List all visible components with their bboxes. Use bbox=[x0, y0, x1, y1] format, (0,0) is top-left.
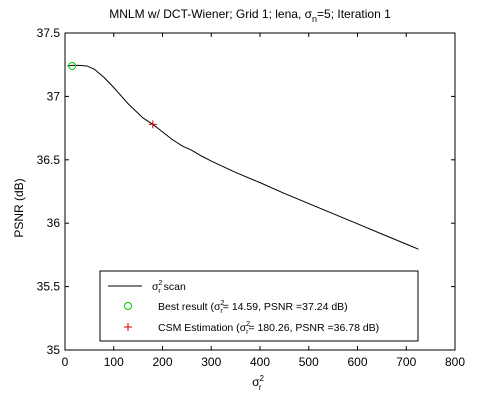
y-tick-label: 36 bbox=[47, 216, 61, 230]
x-tick-label: 0 bbox=[62, 355, 69, 369]
y-axis-ticks: 35 35.5 36 36.5 37 37.5 bbox=[37, 26, 455, 357]
x-axis-ticks: 0 100 200 300 400 500 600 700 800 bbox=[62, 33, 465, 369]
series-line-sigma-scan bbox=[67, 64, 419, 250]
legend-csm-post: = 180.26, PSNR =36.78 dB) bbox=[248, 322, 379, 334]
y-axis-title: PSNR (dB) bbox=[12, 178, 26, 237]
y-tick-label: 37 bbox=[47, 89, 61, 103]
x-tick-label: 100 bbox=[104, 355, 124, 369]
x-tick-label: 600 bbox=[347, 355, 367, 369]
legend-csm-base: σ bbox=[240, 322, 247, 334]
legend-best-marker bbox=[124, 302, 132, 310]
legend-series-label-sub: r bbox=[158, 288, 161, 295]
legend-best-pre: Best result ( bbox=[158, 301, 215, 313]
legend-series-label-sup: 2 bbox=[158, 280, 162, 287]
legend-csm-sup: 2 bbox=[246, 321, 250, 328]
legend-csm-pre: CSM Estimation ( bbox=[158, 322, 240, 334]
x-tick-label: 200 bbox=[152, 355, 172, 369]
legend-csm-marker bbox=[124, 323, 132, 331]
chart-title-sub: n bbox=[312, 14, 317, 24]
marker-layer bbox=[68, 61, 157, 129]
x-tick-label: 700 bbox=[396, 355, 416, 369]
legend-best-sup: 2 bbox=[221, 300, 225, 307]
chart-title-suffix: =5; Iteration 1 bbox=[317, 7, 391, 21]
x-tick-label: 300 bbox=[201, 355, 221, 369]
chart-title-prefix: MNLM w/ DCT-Wiener; Grid 1; lena, σ bbox=[109, 7, 312, 21]
y-tick-label: 35 bbox=[47, 343, 61, 357]
csm-estimation-marker bbox=[148, 120, 157, 129]
y-tick-label: 35.5 bbox=[37, 280, 61, 294]
x-tick-label: 400 bbox=[250, 355, 270, 369]
legend-best-label: Best result (σ2 r= 14.59, PSNR =37.24 dB) bbox=[158, 300, 348, 315]
series-layer bbox=[67, 64, 419, 250]
x-axis-title: σ2 r bbox=[252, 374, 264, 392]
legend-series-label-base: σ bbox=[152, 281, 159, 293]
legend-best-post: = 14.59, PSNR =37.24 dB) bbox=[223, 301, 348, 313]
legend-series-label: σ2 r scan bbox=[152, 280, 186, 295]
y-tick-label: 36.5 bbox=[37, 153, 61, 167]
x-tick-label: 500 bbox=[299, 355, 319, 369]
legend-csm-sub: r bbox=[246, 329, 249, 336]
x-axis-title-sup: 2 bbox=[259, 374, 264, 383]
legend-best-base: σ bbox=[214, 301, 221, 313]
best-result-marker bbox=[68, 61, 77, 70]
legend-csm-label: CSM Estimation (σ2 r= 180.26, PSNR =36.78… bbox=[158, 321, 379, 336]
legend: σ2 r scan Best result (σ2 r= 14.59, PSNR =… bbox=[99, 270, 419, 342]
x-axis-title-sub: r bbox=[259, 383, 262, 392]
x-axis-title-base: σ bbox=[252, 375, 260, 389]
chart-title: MNLM w/ DCT-Wiener; Grid 1; lena, σn=5; … bbox=[109, 7, 391, 24]
legend-series-label-after: scan bbox=[161, 281, 186, 293]
legend-box bbox=[99, 270, 419, 342]
y-tick-label: 37.5 bbox=[37, 26, 61, 40]
legend-best-sub: r bbox=[220, 308, 223, 315]
x-tick-label: 800 bbox=[445, 355, 465, 369]
